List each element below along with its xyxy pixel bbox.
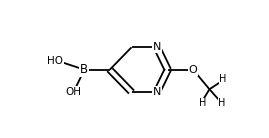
Text: HO: HO (47, 56, 63, 66)
Text: N: N (153, 87, 161, 97)
Text: O: O (189, 65, 197, 75)
Text: OH: OH (66, 87, 82, 97)
Text: H: H (220, 75, 227, 84)
Text: H: H (199, 98, 206, 108)
Text: B: B (80, 63, 89, 76)
Text: N: N (153, 42, 161, 52)
Text: H: H (218, 98, 226, 108)
